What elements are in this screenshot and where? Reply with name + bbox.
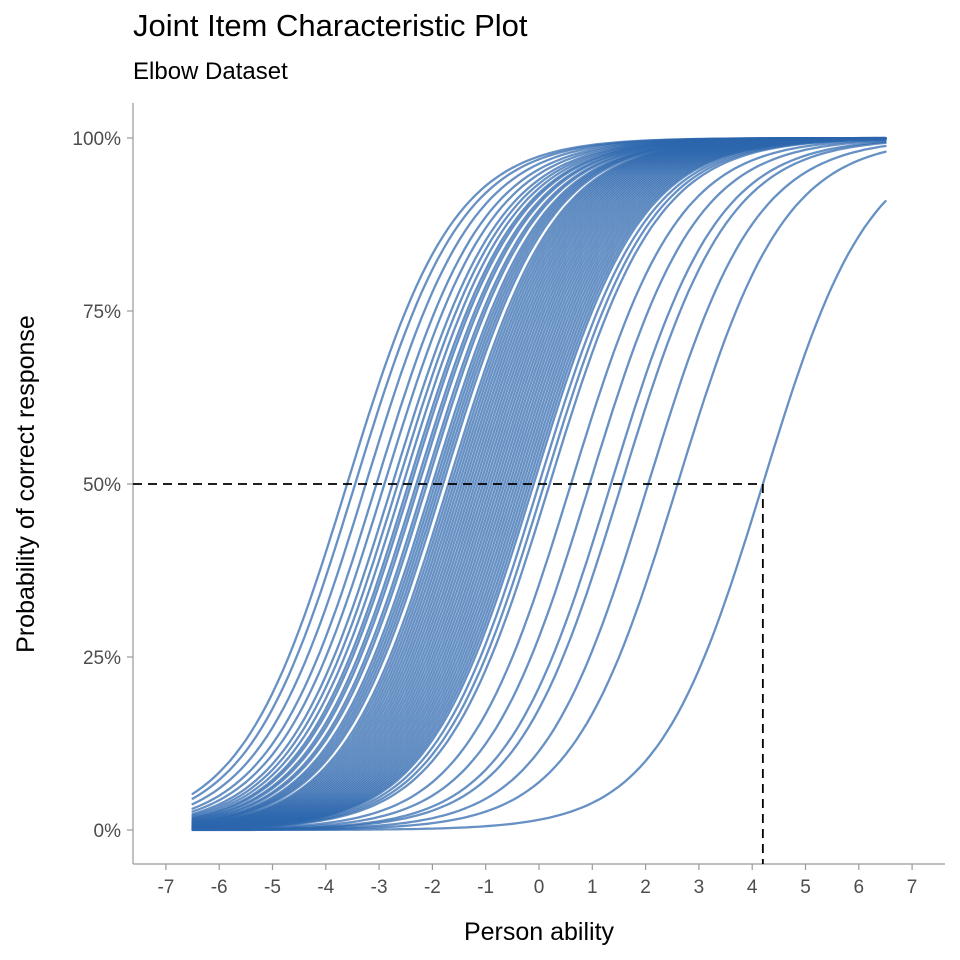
item-curve [191, 138, 887, 831]
x-tick-label: -4 [317, 877, 334, 898]
y-ticks: 0% 25% 50% 75% 100% [72, 129, 133, 842]
item-curve [191, 136, 887, 816]
x-tick-label: -7 [157, 877, 174, 898]
x-tick-label: -1 [477, 877, 494, 898]
x-tick-label: 4 [747, 877, 758, 898]
chart-subtitle: Elbow Dataset [133, 58, 288, 85]
x-tick-label: -3 [371, 877, 388, 898]
y-tick-label: 75% [83, 302, 121, 323]
x-ticks: -7 -6 -5 -4 -3 -2 -1 0 1 2 3 4 5 6 7 [157, 864, 917, 898]
x-tick-label: 3 [694, 877, 705, 898]
y-tick-label: 0% [94, 821, 122, 842]
reference-lines [133, 483, 764, 864]
item-curves [191, 136, 887, 832]
x-tick-label: -6 [211, 877, 228, 898]
y-tick-label: 50% [83, 475, 121, 496]
x-tick-label: 5 [800, 877, 811, 898]
x-tick-label: -5 [264, 877, 281, 898]
y-tick-label: 100% [72, 129, 121, 150]
y-axis-title: Probability of correct response [12, 315, 40, 653]
x-tick-label: 0 [534, 877, 545, 898]
x-tick-label: 1 [587, 877, 598, 898]
x-axis-title: Person ability [464, 918, 615, 946]
item-curve [191, 199, 887, 832]
item-curve [191, 136, 887, 819]
item-curve [191, 139, 887, 831]
item-curve [191, 136, 887, 817]
x-tick-label: 7 [907, 877, 918, 898]
x-tick-label: -2 [424, 877, 441, 898]
x-tick-label: 2 [640, 877, 651, 898]
y-tick-label: 25% [83, 648, 121, 669]
chart-title: Joint Item Characteristic Plot [133, 8, 528, 43]
item-curve [191, 138, 887, 831]
x-tick-label: 6 [854, 877, 865, 898]
